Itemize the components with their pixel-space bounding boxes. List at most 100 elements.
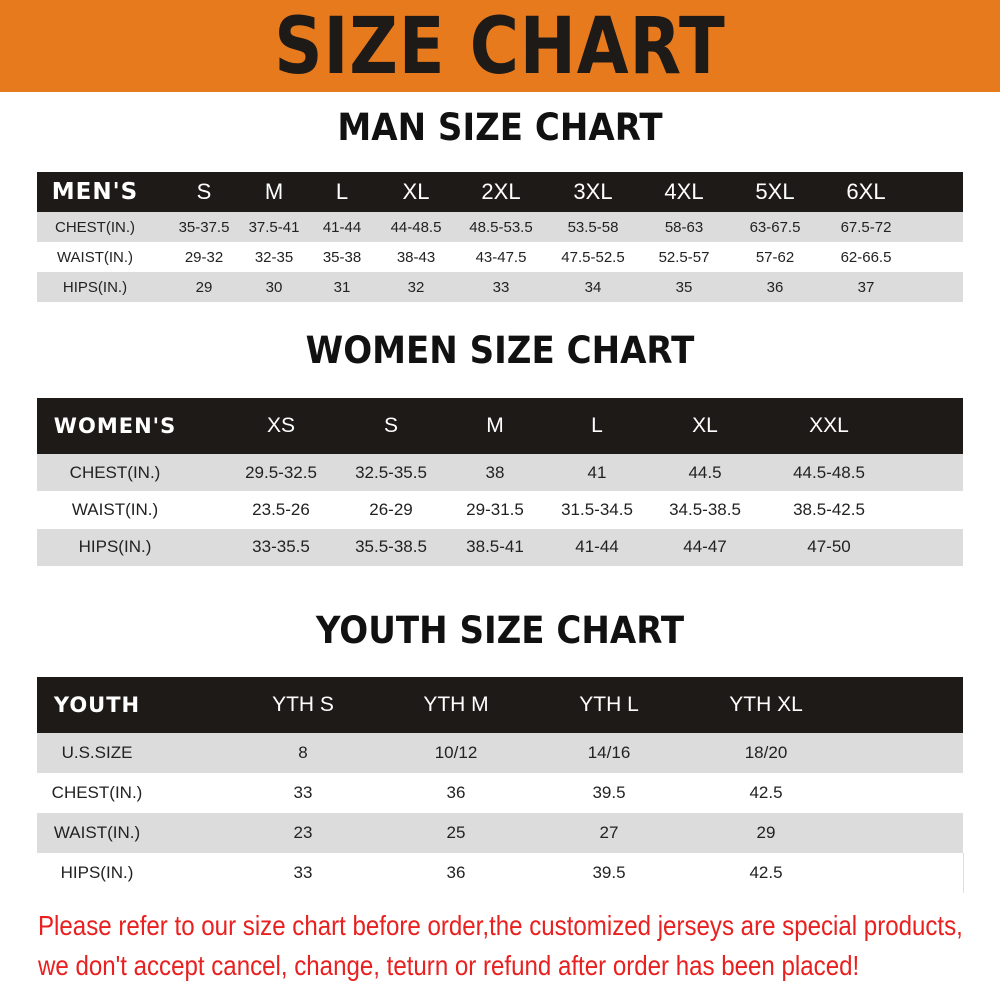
table-cell: 34.5-38.5 [669, 499, 741, 519]
table-cell: 41-44 [322, 218, 362, 236]
table-cell: 38-43 [396, 248, 436, 266]
table-cell: 35 [675, 278, 693, 296]
size-column-header: 2XL [481, 179, 521, 204]
table-cell: 63-67.5 [749, 218, 801, 236]
table-cell: 44-47 [683, 537, 727, 557]
table-cell: 53.5-58 [567, 218, 619, 236]
table-cell: 29 [195, 278, 213, 296]
table-cell: 26-29 [369, 499, 413, 519]
men-section-title: MAN SIZE CHART [337, 106, 663, 149]
table-cell: 33 [492, 278, 510, 296]
table-row: CHEST(IN.) 33 36 39.5 42.5 [37, 773, 963, 813]
measurement-label: CHEST(IN.) [55, 218, 135, 236]
size-column-header: M [264, 179, 284, 204]
table-cell: 10/12 [434, 743, 478, 762]
table-cell: 8 [298, 743, 308, 762]
size-column-header: YTH M [423, 693, 489, 716]
measurement-label: HIPS(IN.) [78, 537, 152, 557]
table-cell: 36 [446, 863, 466, 882]
table-cell: 32.5-35.5 [355, 462, 427, 482]
title-banner [0, 0, 1000, 92]
size-column-header: L [591, 414, 603, 437]
table-cell: 36 [446, 783, 466, 802]
table-cell: 52.5-57 [658, 248, 710, 266]
table-cell: 44-48.5 [390, 218, 442, 236]
table-header-row: MEN'S S M L XL 2XL 3XL 4XL 5XL 6XL [37, 172, 963, 212]
size-column-header: 3XL [573, 179, 613, 204]
table-cell: 18/20 [744, 743, 788, 762]
table-cell: 44.5-48.5 [793, 462, 865, 482]
table-cell: 27 [599, 823, 619, 842]
table-row: HIPS(IN.) 33 36 39.5 42.5 [37, 853, 963, 893]
measurement-label: WAIST(IN.) [56, 248, 134, 266]
size-column-header: XXL [809, 414, 849, 437]
size-column-header: XL [692, 414, 718, 437]
size-column-header: M [486, 414, 504, 437]
table-cell: 38.5-42.5 [793, 499, 865, 519]
table-cell: 67.5-72 [840, 218, 892, 236]
table-row: WAIST(IN.) 23.5-26 26-29 29-31.5 31.5-34.5 34… [37, 491, 963, 529]
size-column-header: XS [266, 414, 296, 437]
table-cell: 37.5-41 [248, 218, 300, 236]
table-row: WAIST(IN.) 23 25 27 29 [37, 813, 963, 853]
table-cell: 33-35.5 [252, 537, 310, 557]
table-corner-label: YOUTH [53, 693, 141, 717]
table-row: U.S.SIZE 8 10/12 14/16 18/20 [37, 733, 963, 773]
table-cell: 42.5 [749, 783, 783, 802]
size-column-header: YTH XL [729, 693, 803, 716]
measurement-label: HIPS(IN.) [60, 863, 134, 882]
table-cell: 29-31.5 [466, 499, 524, 519]
measurement-label: WAIST(IN.) [53, 823, 141, 842]
table-cell: 48.5-53.5 [469, 218, 533, 236]
table-cell: 42.5 [749, 863, 783, 882]
table-cell: 47-50 [807, 537, 851, 557]
table-cell: 31 [333, 278, 351, 296]
table-cell: 44.5 [688, 462, 722, 482]
measurement-label: CHEST(IN.) [69, 462, 161, 482]
table-cell: 23.5-26 [252, 499, 310, 519]
size-column-header: 4XL [664, 179, 704, 204]
notice-line-2: we don't accept cancel, change, teturn o… [38, 950, 860, 981]
table-cell: 62-66.5 [840, 248, 892, 266]
table-cell: 34 [584, 278, 602, 296]
table-cell: 35.5-38.5 [355, 537, 427, 557]
size-column-header: YTH S [272, 693, 334, 716]
table-cell: 41 [587, 462, 607, 482]
table-cell: 47.5-52.5 [561, 248, 625, 266]
table-cell: 33 [293, 863, 313, 882]
size-column-header: XL [402, 179, 430, 204]
table-header-row: YOUTH YTH S YTH M YTH L YTH XL [37, 677, 963, 733]
table-cell: 33 [293, 783, 313, 802]
table-cell: 35-38 [322, 248, 362, 266]
table-cell: 31.5-34.5 [561, 499, 633, 519]
measurement-label: U.S.SIZE [61, 743, 133, 762]
size-column-header: S [196, 179, 212, 204]
table-cell: 32-35 [254, 248, 294, 266]
table-cell: 36 [766, 278, 784, 296]
women-section-title: WOMEN SIZE CHART [305, 329, 695, 372]
table-cell: 25 [446, 823, 466, 842]
table-cell: 57-62 [755, 248, 795, 266]
table-cell: 39.5 [592, 863, 626, 882]
table-row: CHEST(IN.) 35-37.5 37.5-41 41-44 44-48.5 48.5… [37, 212, 963, 242]
measurement-label: CHEST(IN.) [51, 783, 143, 802]
notice-line-1: Please refer to our size chart before or… [38, 910, 963, 941]
table-header-row: WOMEN'S XS S M L XL XXL [37, 398, 963, 454]
table-cell: 29.5-32.5 [245, 462, 317, 482]
table-cell: 14/16 [587, 743, 631, 762]
table-cell: 43-47.5 [475, 248, 527, 266]
table-corner-label: WOMEN'S [53, 414, 177, 438]
table-row: WAIST(IN.) 29-32 32-35 35-38 38-43 43-47.5 47.… [37, 242, 963, 272]
table-cell: 35-37.5 [178, 218, 230, 236]
table-cell: 39.5 [592, 783, 626, 802]
table-row: CHEST(IN.) 29.5-32.5 32.5-35.5 38 41 44.5 44.5… [37, 454, 963, 492]
measurement-label: HIPS(IN.) [62, 278, 128, 296]
table-cell: 38.5-41 [466, 537, 524, 557]
table-corner-label: MEN'S [51, 179, 139, 205]
table-row: HIPS(IN.) 29 30 31 32 33 34 35 36 37 [37, 272, 963, 302]
table-cell: 37 [857, 278, 875, 296]
measurement-label: WAIST(IN.) [71, 499, 159, 519]
table-cell: 58-63 [664, 218, 704, 236]
size-column-header: YTH L [579, 693, 639, 716]
